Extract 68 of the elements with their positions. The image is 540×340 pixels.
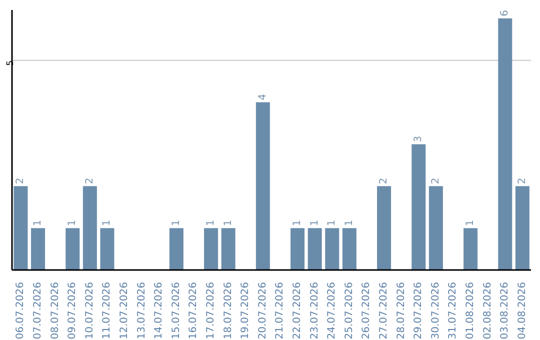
x-tick-label: 25.07.2026: [344, 282, 355, 340]
data-label: 4: [257, 94, 268, 100]
bar: [412, 144, 426, 270]
data-label: 1: [309, 220, 320, 226]
bar: [290, 228, 305, 270]
x-tick-label: 11.07.2026: [102, 282, 113, 340]
x-tick-label: 29.07.2026: [413, 282, 424, 340]
x-tick-label: 03.08.2026: [500, 282, 511, 340]
x-tick-label: 21.07.2026: [274, 282, 286, 340]
x-tick-label: 27.07.2026: [378, 282, 390, 340]
data-label: 1: [326, 220, 338, 226]
data-label: 2: [378, 178, 390, 184]
x-tick-label: 17.07.2026: [205, 282, 216, 340]
bar: [31, 228, 46, 270]
x-tick-label: 18.07.2026: [222, 282, 234, 340]
data-label: 2: [430, 178, 442, 184]
x-tick-label: 20.07.2026: [257, 282, 268, 340]
data-label: 6: [500, 10, 511, 16]
bar: [256, 102, 270, 270]
x-tick-label: 07.07.2026: [32, 282, 44, 340]
data-label: 1: [32, 220, 44, 226]
data-label: 2: [84, 178, 96, 184]
bar: [169, 228, 184, 270]
data-label: 2: [516, 178, 528, 184]
x-tick-label: 04.08.2026: [516, 282, 528, 340]
bar: [308, 228, 322, 270]
bar: [14, 186, 28, 270]
data-label: 1: [170, 220, 182, 226]
x-tick-label: 10.07.2026: [84, 282, 96, 340]
x-tick-label: 14.07.2026: [154, 282, 165, 340]
x-tick-label: 30.07.2026: [430, 282, 442, 340]
x-tick-label: 02.08.2026: [482, 282, 494, 340]
bar: [464, 228, 478, 270]
bar: [100, 228, 114, 270]
x-tick-label: 28.07.2026: [396, 282, 407, 340]
data-label: 1: [222, 220, 234, 226]
x-tick-label: 31.07.2026: [448, 282, 459, 340]
x-tick-label: 15.07.2026: [170, 282, 182, 340]
x-tick-label: 24.07.2026: [326, 282, 338, 340]
bar: [221, 228, 236, 270]
x-tick-label: 01.08.2026: [464, 282, 476, 340]
x-tick-label: 19.07.2026: [240, 282, 252, 340]
data-label: 1: [206, 220, 217, 226]
data-label: 2: [15, 178, 26, 184]
data-label: 3: [413, 136, 424, 142]
x-tick-label: 12.07.2026: [118, 282, 130, 340]
data-label: 1: [465, 220, 476, 226]
x-tick-label: 23.07.2026: [309, 282, 320, 340]
bar: [204, 228, 218, 270]
x-tick-label: 22.07.2026: [292, 282, 303, 340]
bar: [498, 18, 512, 270]
x-tick-label: 26.07.2026: [361, 282, 372, 340]
data-label: 1: [292, 220, 304, 226]
data-label: 1: [67, 220, 78, 226]
data-label: 1: [102, 220, 113, 226]
bar: [342, 228, 356, 270]
bar: [377, 186, 392, 270]
x-tick-label: 16.07.2026: [188, 282, 200, 340]
bar: [515, 186, 530, 270]
data-label: 1: [344, 220, 355, 226]
bar: [325, 228, 340, 270]
bar: [428, 186, 443, 270]
bar: [82, 186, 97, 270]
x-tick-label: 09.07.2026: [67, 282, 78, 340]
bar: [66, 228, 80, 270]
x-tick-label: 13.07.2026: [136, 282, 148, 340]
x-tick-label: 06.07.2026: [15, 282, 26, 340]
x-tick-label: 08.07.2026: [50, 282, 61, 340]
